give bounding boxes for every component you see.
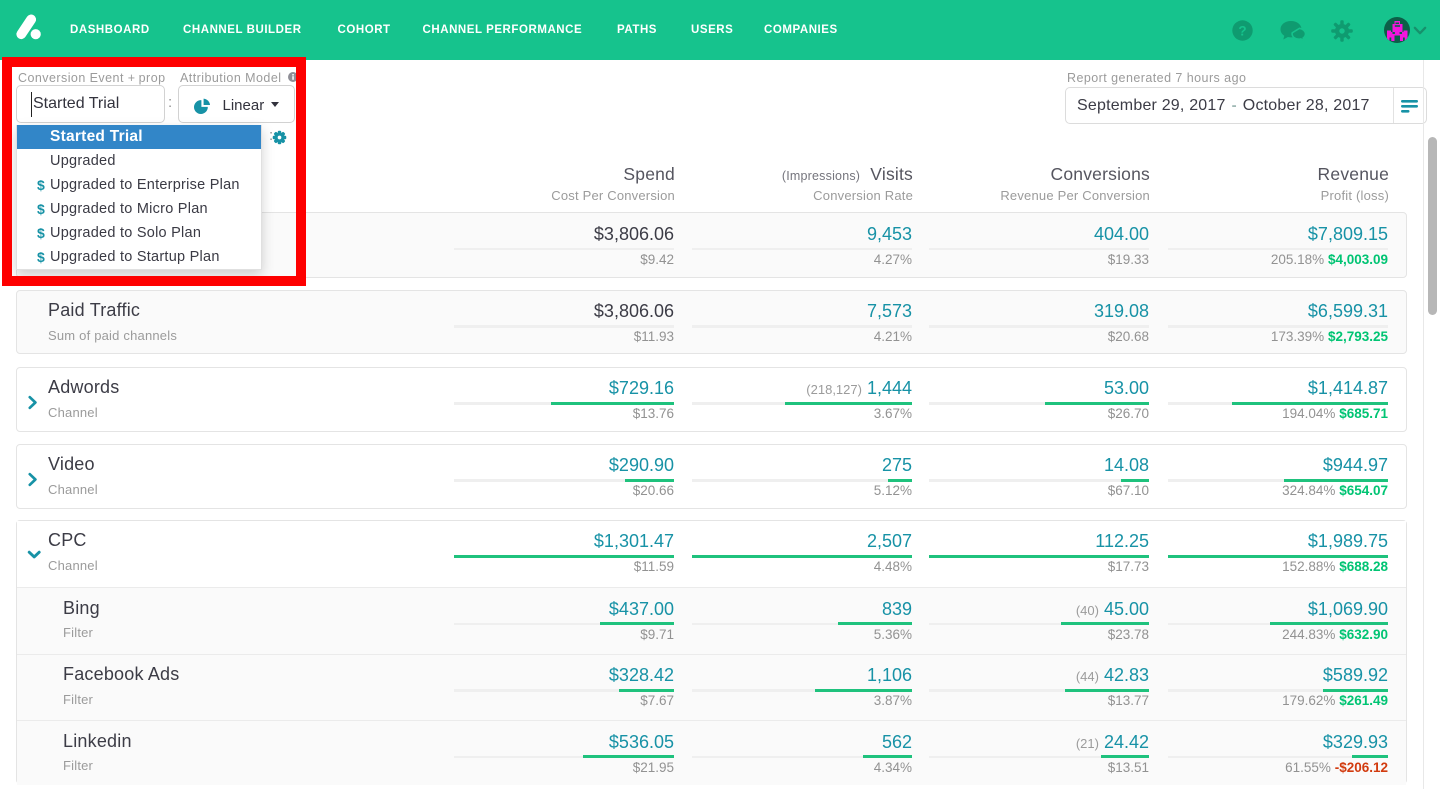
svg-text:?: ? — [1238, 23, 1246, 38]
